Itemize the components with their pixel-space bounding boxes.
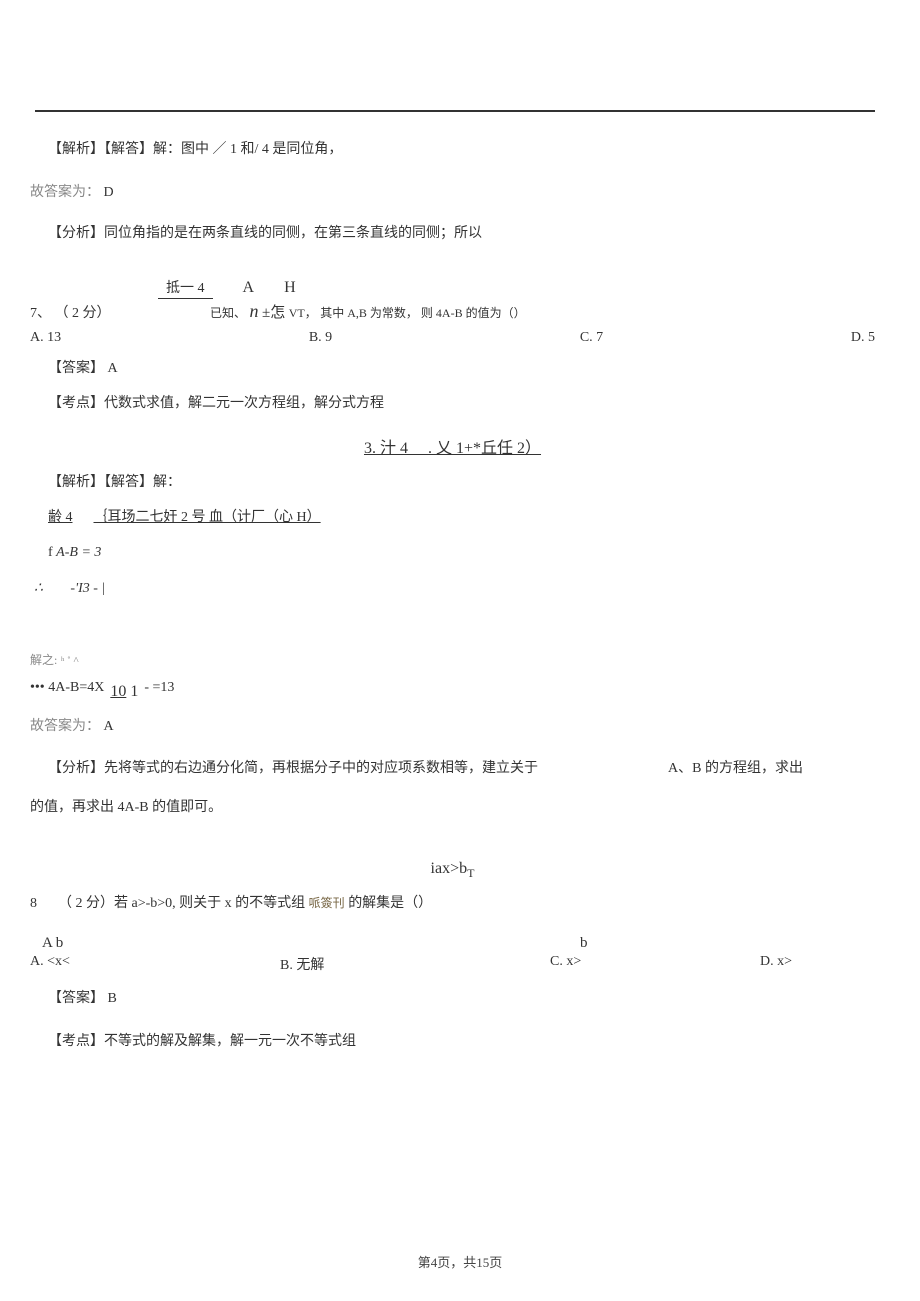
q7-tip-a: 【分析】先将等式的右边通分化简，再根据分子中的对应项系数相等，建立关于 xyxy=(48,757,668,777)
q8-mark: 哌簽刊 xyxy=(309,896,345,910)
q6-answer: 故答案为： D xyxy=(30,180,875,205)
q6-tip: 【分析】同位角指的是在两条直线的同侧，在第三条直线的同侧；所以 xyxy=(48,221,875,246)
q6-tip-text: 【分析】同位角指的是在两条直线的同侧，在第三条直线的同侧；所以 xyxy=(48,226,482,241)
q7-frac-one: 1 xyxy=(130,684,138,700)
q6-answer-val: D xyxy=(104,185,114,200)
q7-optA: A. 13 xyxy=(30,330,61,346)
q7-options: A. 13 B. 9 C. 7 D. 5 xyxy=(30,330,875,346)
q7-score: （ 2 分） xyxy=(55,306,111,321)
q8-optD: D. x> xyxy=(760,954,792,970)
q8-optD-col: D. x> xyxy=(760,935,792,974)
horizontal-rule xyxy=(35,110,875,112)
ft3: 页 xyxy=(489,1255,502,1270)
q6-a3: 4 xyxy=(262,142,269,157)
q8-kp: 【考点】不等式的解及解集，解一元一次不等式组 xyxy=(48,1034,356,1049)
q7-solve: 解之: ʰ ˚ ^ xyxy=(30,651,875,669)
q8-optA-top: A b xyxy=(42,935,280,952)
q7-ans-label: 【答案】 xyxy=(48,361,104,376)
q7-sl3b: -'I3 - | xyxy=(70,581,105,596)
ft2: 页，共 xyxy=(437,1255,476,1270)
q8-optC-top: b xyxy=(580,935,760,952)
q8-optB-col: B. 无解 xyxy=(280,935,550,974)
q7-solve-mark: ʰ ˚ ^ xyxy=(61,655,79,667)
q8-question: 8 （ 2 分）若 a>-b>0, 则关于 x 的不等式组 哌簽刊 的解集是（） xyxy=(30,891,875,916)
q7-sl2b: A-B = 3 xyxy=(56,545,101,560)
q7-frac-num: 10 xyxy=(110,684,126,700)
q7-ft3: H xyxy=(284,279,296,297)
q7-optB: B. 9 xyxy=(309,330,332,346)
q8-keypoint: 【考点】不等式的解及解集，解一元一次不等式组 xyxy=(48,1029,875,1054)
q6-a2: 和/ xyxy=(241,142,259,157)
q7-fragment: 抵一 4 A H 已知、 n ±怎 VT， 其中 A,B 为常数， 则 4A-B… xyxy=(140,277,875,322)
q7-sol-l3: ∴ -'I3 - | xyxy=(34,576,875,601)
q8-ans-val: B xyxy=(108,991,117,1006)
q8-num: 8 xyxy=(30,896,37,911)
q7-sol-l1: 齢 4 ｛耳场二七奸 2 号 血（计厂（心 H） xyxy=(48,505,875,530)
q8-mc: iax>b xyxy=(431,860,468,877)
q7-frag-top: 抵一 4 A H xyxy=(158,277,875,299)
q7-header: 7、 （ 2 分） 抵一 4 A H 已知、 n ±怎 VT， 其中 A,B 为… xyxy=(30,277,875,322)
page-footer: 第4页，共15页 xyxy=(0,1252,920,1271)
q6-analysis-label: 【解析】【解答】解：图中 ／ xyxy=(48,142,227,157)
q7-sol-l2: f A-B = 3 xyxy=(48,540,875,565)
q7-answer: 【答案】 A xyxy=(48,356,875,381)
q6-a4: 是同位角， xyxy=(272,142,342,157)
q7-solve-zh: 解之: xyxy=(30,653,57,667)
q7-fb-n: n xyxy=(250,301,259,321)
q8-ms: T xyxy=(467,866,474,880)
q7-ft2: A xyxy=(243,279,255,297)
q7-optD: D. 5 xyxy=(851,330,875,346)
q8-optB: B. 无解 xyxy=(280,954,550,974)
q8-optA: A. <x< xyxy=(30,954,280,970)
q7-tip-row: 【分析】先将等式的右边通分化简，再根据分子中的对应项系数相等，建立关于 A、B … xyxy=(48,757,875,777)
q8-tail: 的解集是（） xyxy=(348,896,432,911)
q6-answer-label: 故答案为： xyxy=(30,185,100,200)
q7-final-val: A xyxy=(104,719,114,734)
q7-tc: 的值，再求出 4A-B 的值即可。 xyxy=(30,800,222,815)
q7-sl2: f xyxy=(48,545,53,560)
q7-cf: 3. 汁 4 . 乂 1+*丘任 2） xyxy=(364,440,541,457)
q7-sl3a: ∴ xyxy=(34,581,43,596)
q7-fb-pre: 已知、 xyxy=(210,306,246,320)
q7-keypoint: 【考点】代数式求值，解二元一次方程组，解分式方程 xyxy=(48,391,875,416)
q7-fb-txt: 其中 A,B 为常数， 则 4A-B 的值为（） xyxy=(320,306,525,320)
q7-optC: C. 7 xyxy=(580,330,603,346)
q7-ft1: 抵一 4 xyxy=(158,277,213,299)
q7-center-formula: 3. 汁 4 . 乂 1+*丘任 2） xyxy=(30,434,875,458)
q7-sl: 【解析】【解答】解： xyxy=(48,475,181,490)
q8-score: （ 2 分）若 a>-b>0, 则关于 x 的不等式组 xyxy=(58,896,305,911)
q7-ans-val: A xyxy=(108,361,118,376)
ft1: 第 xyxy=(418,1255,431,1270)
q8-ans-label: 【答案】 xyxy=(48,991,104,1006)
q7-fb-mid: ±怎 xyxy=(262,305,285,321)
q7-tip-c: 的值，再求出 4A-B 的值即可。 xyxy=(30,795,875,820)
q7-sol-label: 【解析】【解答】解： xyxy=(48,470,875,495)
q7-sl1: 齢 4 xyxy=(48,510,73,525)
q7-tip-b: A、B 的方程组，求出 xyxy=(668,757,803,777)
q7-eq: ••• 4A-B=4X 10 1 - =13 xyxy=(30,675,875,700)
q7-fb-vt: VT， xyxy=(289,306,317,320)
q8-optA-col: A b A. <x< xyxy=(30,935,280,974)
q8-optC-col: b C. x> xyxy=(550,935,760,974)
q8-math: iax>bT xyxy=(30,860,875,881)
q7-kp: 【考点】代数式求值，解二元一次方程组，解分式方程 xyxy=(48,396,384,411)
q8-options: A b A. <x< B. 无解 b C. x> D. x> xyxy=(30,935,875,974)
q7-frag-bot: 已知、 n ±怎 VT， 其中 A,B 为常数， 则 4A-B 的值为（） xyxy=(210,301,875,322)
q7-final: 故答案为： A xyxy=(30,714,875,739)
q7-eq-pre: ••• 4A-B=4X xyxy=(30,675,104,700)
q8-optC: C. x> xyxy=(550,954,760,970)
q8-answer: 【答案】 B xyxy=(48,986,875,1011)
q6-analysis: 【解析】【解答】解：图中 ／ 1 和/ 4 是同位角， xyxy=(48,137,875,162)
q7-num: 7、 xyxy=(30,306,51,321)
q6-a1: 1 xyxy=(230,142,237,157)
q7-sl1b: ｛耳场二七奸 2 号 血（计厂（心 H） xyxy=(94,510,321,525)
q7-eq-tail: - =13 xyxy=(144,675,174,700)
ft-total: 15 xyxy=(476,1255,489,1270)
q7-num-score: 7、 （ 2 分） xyxy=(30,302,140,322)
q7-final-label: 故答案为： xyxy=(30,719,100,734)
